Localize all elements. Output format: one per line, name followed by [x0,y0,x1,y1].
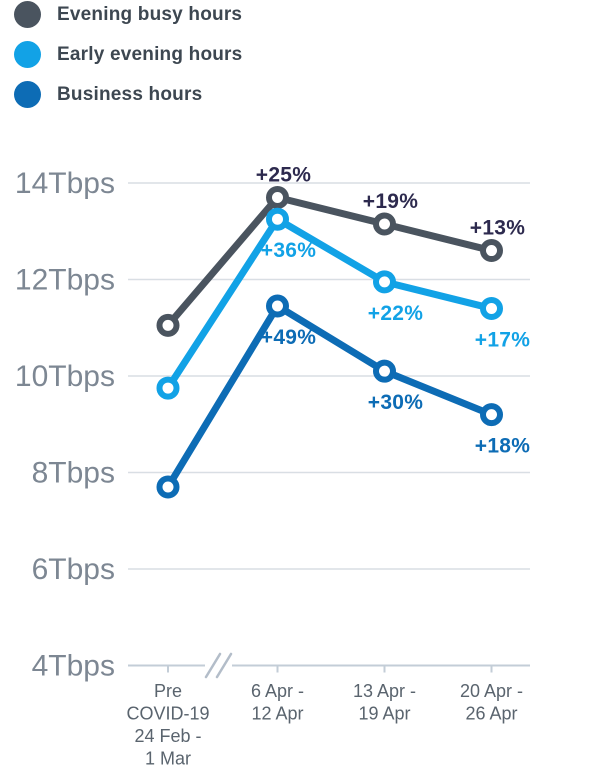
y-axis-label: 6Tbps [32,553,115,586]
y-axis-label: 10Tbps [15,360,115,393]
point-change-label-business-hours: +18% [475,435,531,458]
data-point-marker-evening-busy-hours [266,185,289,209]
data-point-marker-early-evening-hours [480,296,503,320]
data-point-marker-evening-busy-hours [373,212,396,236]
axis-break-slash [215,652,233,679]
x-axis-label-line: Pre [154,681,182,701]
x-axis-label: 6 Apr - 12 Apr [251,681,304,724]
point-change-label-early-evening-hours: +36% [261,239,317,262]
x-axis-label-line: 13 Apr - [353,681,416,701]
point-change-label-business-hours: +49% [261,326,317,349]
y-axis-label: 12Tbps [15,264,115,297]
series-line-evening-busy-hours [164,193,495,329]
x-axis-label: 20 Apr - 26 Apr [460,681,523,724]
legend-label-early-evening-hours: Early evening hours [57,43,243,65]
series-line-early-evening-hours [164,215,495,392]
data-point-marker-evening-busy-hours [480,239,503,263]
legend-swatch-early-evening-hours [14,41,41,68]
data-point-marker-early-evening-hours [156,376,180,400]
x-axis-label-line: COVID-19 [126,704,209,724]
point-change-label-evening-busy-hours: +19% [363,190,419,213]
legend-item-business-hours: Business hours [14,81,242,108]
data-point-marker-business-hours [266,294,289,318]
data-point-marker-business-hours [480,403,503,427]
x-axis-label: Pre COVID-19 24 Feb - 1 Mar [126,681,209,769]
data-point-marker-early-evening-hours [373,270,396,294]
legend-swatch-evening-busy-hours [14,1,41,28]
y-axis-label: 8Tbps [32,457,115,490]
point-change-label-evening-busy-hours: +13% [470,217,526,240]
x-axis-label: 13 Apr - 19 Apr [353,681,416,724]
axis-break-gap [205,660,232,671]
x-axis-label-line: 6 Apr - [251,681,304,701]
x-axis-label-line: 1 Mar [145,749,191,769]
series-line-business-hours [164,302,495,491]
x-axis-label-line: 20 Apr - [460,681,523,701]
data-point-marker-business-hours [373,359,396,383]
y-axis-label: 4Tbps [32,650,115,683]
legend-item-early-evening-hours: Early evening hours [14,41,242,68]
legend-label-evening-busy-hours: Evening busy hours [57,3,243,25]
point-change-label-early-evening-hours: +17% [475,328,531,351]
legend-label-business-hours: Business hours [57,83,203,105]
x-axis-label-line: 26 Apr [465,704,517,724]
x-axis-label-line: 19 Apr [358,704,410,724]
y-axis-label: 14Tbps [15,167,115,200]
legend-swatch-business-hours [14,81,41,108]
point-change-label-business-hours: +30% [368,391,424,414]
legend-item-evening-busy-hours: Evening busy hours [14,1,242,28]
x-axis-label-line: 12 Apr [251,704,303,724]
point-change-label-early-evening-hours: +22% [368,302,424,325]
x-axis-label-line: 24 Feb - [134,726,201,746]
data-point-marker-business-hours [156,475,180,499]
data-point-marker-early-evening-hours [266,207,289,231]
legend: Evening busy hours Early evening hours B… [14,1,242,121]
axis-break-slash [204,652,222,679]
point-change-label-evening-busy-hours: +25% [256,163,312,186]
data-point-marker-evening-busy-hours [156,313,180,337]
